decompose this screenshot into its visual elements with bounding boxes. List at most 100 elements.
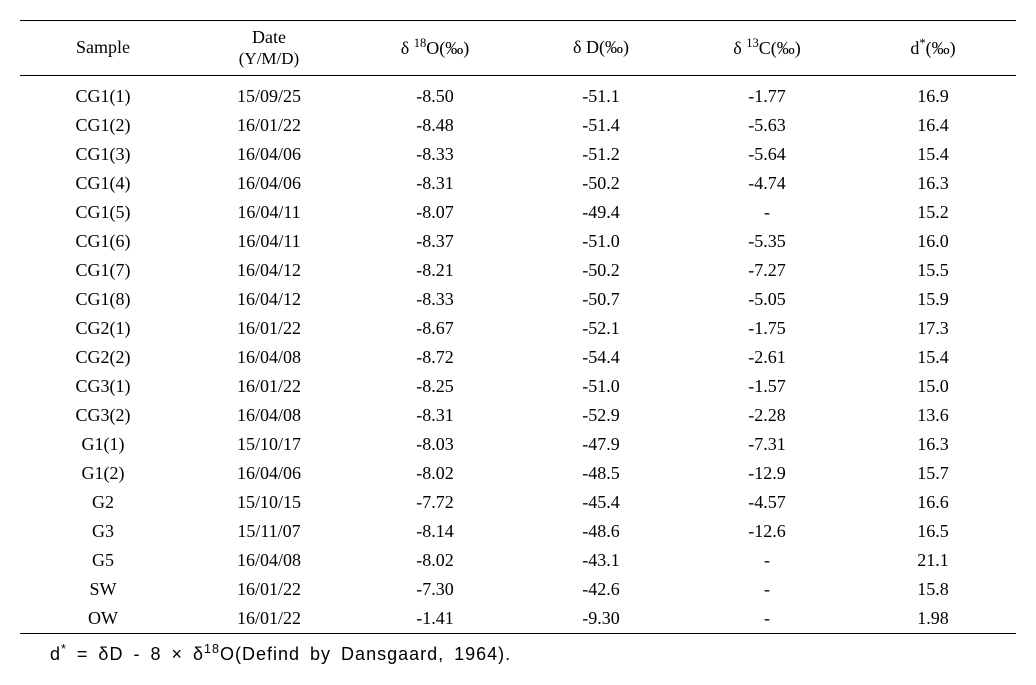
col-header-d18o: δ 18O(‰) (352, 21, 518, 76)
cell-sample: CG1(8) (20, 285, 186, 314)
cell-date: 16/04/06 (186, 169, 352, 198)
cell-d13c: -5.63 (684, 111, 850, 140)
cell-d13c: -5.35 (684, 227, 850, 256)
cell-sample: G5 (20, 546, 186, 575)
cell-sample: OW (20, 604, 186, 634)
cell-date: 16/04/11 (186, 227, 352, 256)
cell-sample: CG3(2) (20, 401, 186, 430)
cell-sample: CG1(3) (20, 140, 186, 169)
col-header-sample: Sample (20, 21, 186, 76)
cell-dstar: 15.8 (850, 575, 1016, 604)
cell-date: 15/10/15 (186, 488, 352, 517)
cell-date: 15/09/25 (186, 82, 352, 111)
cell-d18o: -8.21 (352, 256, 518, 285)
cell-dd: -42.6 (518, 575, 684, 604)
cell-sample: CG2(2) (20, 343, 186, 372)
cell-dd: -47.9 (518, 430, 684, 459)
cell-sample: G1(1) (20, 430, 186, 459)
table-row: G1(1)15/10/17-8.03-47.9-7.3116.3 (20, 430, 1016, 459)
cell-d18o: -8.07 (352, 198, 518, 227)
col-header-date: Date(Y/M/D) (186, 21, 352, 76)
cell-d13c: -1.77 (684, 82, 850, 111)
cell-d13c: -2.61 (684, 343, 850, 372)
table-row: CG1(8)16/04/12-8.33-50.7-5.0515.9 (20, 285, 1016, 314)
cell-d13c: -4.74 (684, 169, 850, 198)
cell-sample: CG1(5) (20, 198, 186, 227)
cell-dstar: 16.0 (850, 227, 1016, 256)
cell-date: 16/01/22 (186, 111, 352, 140)
cell-sample: G2 (20, 488, 186, 517)
table-row: G315/11/07-8.14-48.6-12.616.5 (20, 517, 1016, 546)
cell-sample: CG3(1) (20, 372, 186, 401)
cell-date: 16/01/22 (186, 604, 352, 634)
cell-dd: -51.4 (518, 111, 684, 140)
cell-d18o: -8.02 (352, 459, 518, 488)
cell-dd: -9.30 (518, 604, 684, 634)
table-row: CG3(2)16/04/08-8.31-52.9-2.2813.6 (20, 401, 1016, 430)
cell-date: 15/11/07 (186, 517, 352, 546)
cell-d13c: - (684, 575, 850, 604)
cell-dd: -50.2 (518, 256, 684, 285)
table-body: CG1(1)15/09/25-8.50-51.1-1.7716.9CG1(2)1… (20, 75, 1016, 633)
table-row: CG1(3)16/04/06-8.33-51.2-5.6415.4 (20, 140, 1016, 169)
cell-dd: -52.9 (518, 401, 684, 430)
table-row: SW16/01/22-7.30-42.6-15.8 (20, 575, 1016, 604)
cell-dstar: 13.6 (850, 401, 1016, 430)
table-row: CG3(1)16/01/22-8.25-51.0-1.5715.0 (20, 372, 1016, 401)
table-row: CG1(1)15/09/25-8.50-51.1-1.7716.9 (20, 82, 1016, 111)
cell-date: 16/04/11 (186, 198, 352, 227)
cell-sample: CG1(6) (20, 227, 186, 256)
cell-d13c: -7.27 (684, 256, 850, 285)
cell-d13c: -1.75 (684, 314, 850, 343)
cell-date: 16/04/08 (186, 546, 352, 575)
cell-d13c: - (684, 546, 850, 575)
cell-dd: -52.1 (518, 314, 684, 343)
table-header: SampleDate(Y/M/D)δ 18O(‰)δ D(‰)δ 13C(‰)d… (20, 21, 1016, 76)
cell-d18o: -7.30 (352, 575, 518, 604)
cell-dstar: 16.6 (850, 488, 1016, 517)
table-row: CG2(2)16/04/08-8.72-54.4-2.6115.4 (20, 343, 1016, 372)
cell-date: 16/04/08 (186, 343, 352, 372)
cell-dd: -45.4 (518, 488, 684, 517)
cell-d13c: -2.28 (684, 401, 850, 430)
cell-dstar: 15.7 (850, 459, 1016, 488)
cell-d18o: -8.72 (352, 343, 518, 372)
cell-d13c: - (684, 198, 850, 227)
cell-d13c: -12.9 (684, 459, 850, 488)
col-header-dstar: d*(‰) (850, 21, 1016, 76)
cell-dstar: 21.1 (850, 546, 1016, 575)
table-row: CG1(2)16/01/22-8.48-51.4-5.6316.4 (20, 111, 1016, 140)
cell-date: 16/01/22 (186, 314, 352, 343)
cell-sample: G3 (20, 517, 186, 546)
cell-d18o: -8.33 (352, 140, 518, 169)
cell-dd: -51.1 (518, 82, 684, 111)
cell-d18o: -8.33 (352, 285, 518, 314)
cell-dd: -43.1 (518, 546, 684, 575)
cell-d18o: -1.41 (352, 604, 518, 634)
table-row: CG1(4)16/04/06-8.31-50.2-4.7416.3 (20, 169, 1016, 198)
cell-sample: G1(2) (20, 459, 186, 488)
cell-dstar: 15.4 (850, 343, 1016, 372)
table-row: CG1(5)16/04/11-8.07-49.4-15.2 (20, 198, 1016, 227)
cell-dd: -50.7 (518, 285, 684, 314)
cell-d18o: -8.67 (352, 314, 518, 343)
cell-d13c: -7.31 (684, 430, 850, 459)
cell-date: 16/04/06 (186, 459, 352, 488)
cell-dd: -48.5 (518, 459, 684, 488)
cell-dd: -48.6 (518, 517, 684, 546)
cell-dstar: 15.5 (850, 256, 1016, 285)
cell-d13c: -5.64 (684, 140, 850, 169)
cell-d18o: -8.25 (352, 372, 518, 401)
cell-dstar: 16.9 (850, 82, 1016, 111)
cell-d18o: -8.48 (352, 111, 518, 140)
cell-dstar: 15.0 (850, 372, 1016, 401)
cell-date: 15/10/17 (186, 430, 352, 459)
cell-dstar: 16.3 (850, 169, 1016, 198)
col-header-dd: δ D(‰) (518, 21, 684, 76)
cell-date: 16/04/06 (186, 140, 352, 169)
cell-dstar: 15.4 (850, 140, 1016, 169)
cell-d18o: -8.37 (352, 227, 518, 256)
cell-dd: -51.2 (518, 140, 684, 169)
cell-d18o: -8.03 (352, 430, 518, 459)
cell-dd: -49.4 (518, 198, 684, 227)
